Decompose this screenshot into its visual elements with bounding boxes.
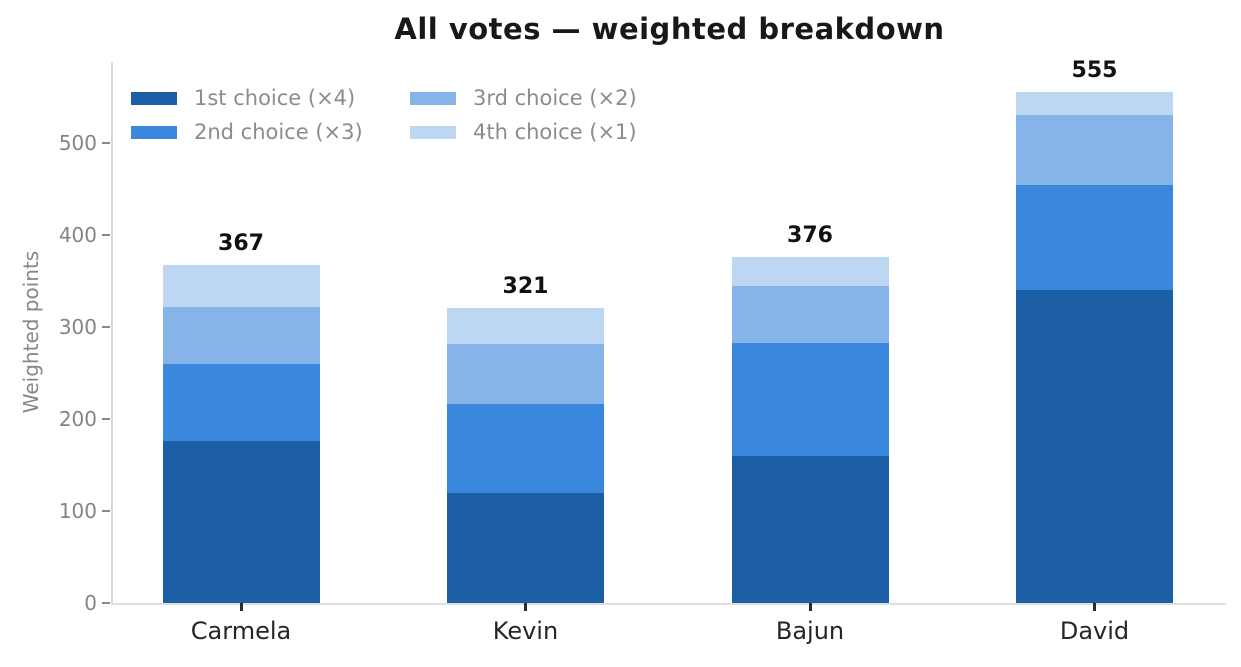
legend-swatch-icon <box>410 91 456 105</box>
total-value-label: 321 <box>502 273 549 299</box>
x-axis-spine <box>111 603 1226 605</box>
legend-label: 1st choice (×4) <box>194 86 356 110</box>
y-tick-label: 200 <box>58 407 97 431</box>
legend-label: 2nd choice (×3) <box>194 120 363 144</box>
legend-item-choice-3: 3rd choice (×2) <box>410 86 637 110</box>
y-tick-mark <box>102 602 110 604</box>
y-tick-label: 400 <box>58 223 97 247</box>
bar-segment-choice-4 <box>731 257 889 286</box>
bar-segment-choice-1 <box>162 441 320 603</box>
x-tick-mark <box>1093 603 1096 611</box>
bar-carmela <box>162 265 320 603</box>
bar-segment-choice-3 <box>162 306 320 364</box>
x-tick-label-carmela: Carmela <box>190 617 292 645</box>
y-tick-label: 100 <box>58 499 97 523</box>
plot-area: 0 100 200 300 400 500 367 321 376 555 Carmela Kev… <box>59 58 1226 645</box>
x-tick-label-david: David <box>1059 617 1130 645</box>
legend-item-choice-4: 4th choice (×1) <box>410 120 637 144</box>
bar-segment-choice-4 <box>447 307 604 344</box>
bar-david <box>1016 92 1173 603</box>
y-tick-mark <box>102 326 110 328</box>
y-tick-label: 0 <box>84 591 97 615</box>
x-tick-label-kevin: Kevin <box>492 617 559 645</box>
legend-swatch-icon <box>131 91 177 105</box>
total-value-label: 555 <box>1071 58 1118 84</box>
legend-swatch-icon <box>131 125 177 139</box>
legend-swatch-icon <box>410 125 456 139</box>
x-tick-mark <box>808 603 812 611</box>
y-axis-spine <box>111 62 113 603</box>
y-tick-mark <box>102 234 110 236</box>
x-tick-mark <box>524 603 527 611</box>
total-value-label: 367 <box>218 231 264 257</box>
chart-title: All votes — weighted breakdown <box>394 12 945 46</box>
legend-label: 3rd choice (×2) <box>473 86 637 110</box>
bar-segment-choice-4 <box>162 265 320 307</box>
x-tick-label-bajun: Bajun <box>775 617 845 645</box>
bar-segment-choice-3 <box>447 343 604 405</box>
legend-item-choice-2: 2nd choice (×3) <box>131 120 363 144</box>
y-tick-mark <box>102 142 110 144</box>
y-tick-mark <box>102 418 110 420</box>
bar-segment-choice-3 <box>731 285 889 343</box>
y-tick-mark <box>102 510 110 512</box>
y-tick-label: 500 <box>58 131 97 155</box>
legend-label: 4th choice (×1) <box>473 120 637 144</box>
bar-bajun <box>731 257 889 603</box>
bar-segment-choice-2 <box>731 342 889 456</box>
bar-segment-choice-3 <box>1016 115 1173 186</box>
y-tick-label: 300 <box>58 315 97 339</box>
x-tick-mark <box>239 603 243 611</box>
bar-segment-choice-1 <box>731 455 889 603</box>
bar-segment-choice-1 <box>1016 290 1173 603</box>
bar-segment-choice-1 <box>447 492 604 603</box>
bar-segment-choice-2 <box>1016 185 1173 291</box>
bar-segment-choice-2 <box>447 404 604 493</box>
bar-segment-choice-2 <box>162 363 320 442</box>
total-value-label: 376 <box>787 223 833 249</box>
bar-segment-choice-4 <box>1016 92 1173 116</box>
bar-kevin <box>447 307 604 603</box>
legend-item-choice-1: 1st choice (×4) <box>131 86 355 110</box>
